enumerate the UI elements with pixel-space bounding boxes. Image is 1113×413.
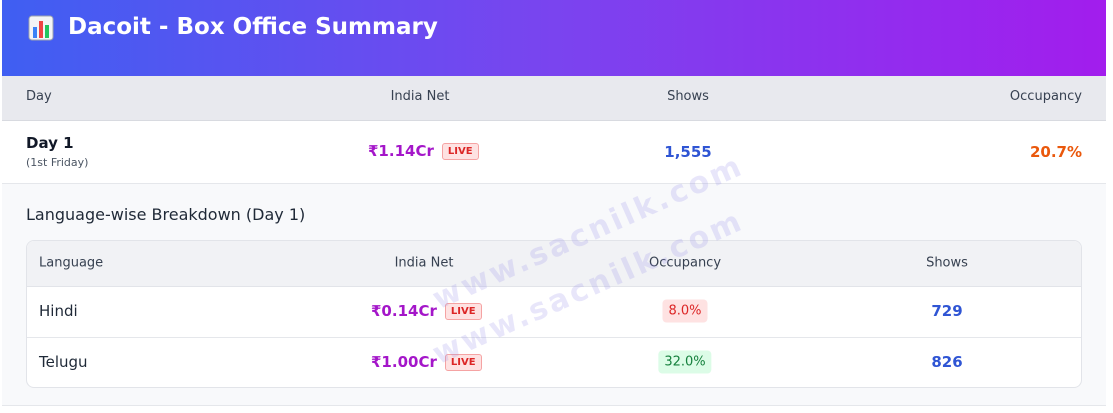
language: Telugu	[39, 353, 88, 371]
net-cell: ₹0.14Cr LIVE	[371, 302, 482, 320]
live-badge: LIVE	[441, 142, 479, 160]
column-header: Occupancy	[1009, 89, 1082, 104]
net-cell: ₹1.14Cr LIVE	[368, 142, 479, 160]
breakdown-title: Language-wise Breakdown (Day 1)	[26, 205, 306, 224]
title: Dacoit - Box Office Summary	[68, 14, 438, 40]
language: Hindi	[39, 302, 78, 320]
india-net: ₹1.14Cr	[368, 142, 434, 160]
column-header: Occupancy	[648, 255, 722, 271]
shows: 1,555	[664, 143, 712, 161]
occupancy: 8.0%	[662, 299, 708, 323]
shows: 729	[931, 302, 963, 320]
header: Dacoit - Box Office Summary	[2, 0, 1106, 76]
chart-icon	[28, 15, 54, 41]
column-header: Shows	[667, 89, 709, 104]
occupancy: 20.7%	[1029, 143, 1082, 161]
shows: 826	[931, 353, 963, 371]
breakdown-card: Language India Net Occupancy Shows Hindi…	[26, 240, 1082, 388]
day-note: (1st Friday)	[26, 156, 89, 169]
table-row	[2, 121, 1106, 184]
table-header	[2, 76, 1106, 121]
card-header	[27, 241, 1081, 287]
column-header: India Net	[394, 255, 454, 271]
net-cell: ₹1.00Cr LIVE	[371, 353, 482, 371]
row-divider	[27, 337, 1081, 338]
column-header: Language	[39, 255, 104, 271]
column-header: India Net	[390, 89, 450, 104]
live-badge: LIVE	[444, 302, 482, 320]
india-net: ₹0.14Cr	[371, 302, 437, 320]
day: Day 1	[26, 134, 74, 152]
live-badge: LIVE	[444, 353, 482, 371]
column-header: Day	[26, 89, 52, 104]
occupancy: 32.0%	[658, 350, 712, 374]
india-net: ₹1.00Cr	[371, 353, 437, 371]
column-header: Shows	[926, 255, 968, 271]
